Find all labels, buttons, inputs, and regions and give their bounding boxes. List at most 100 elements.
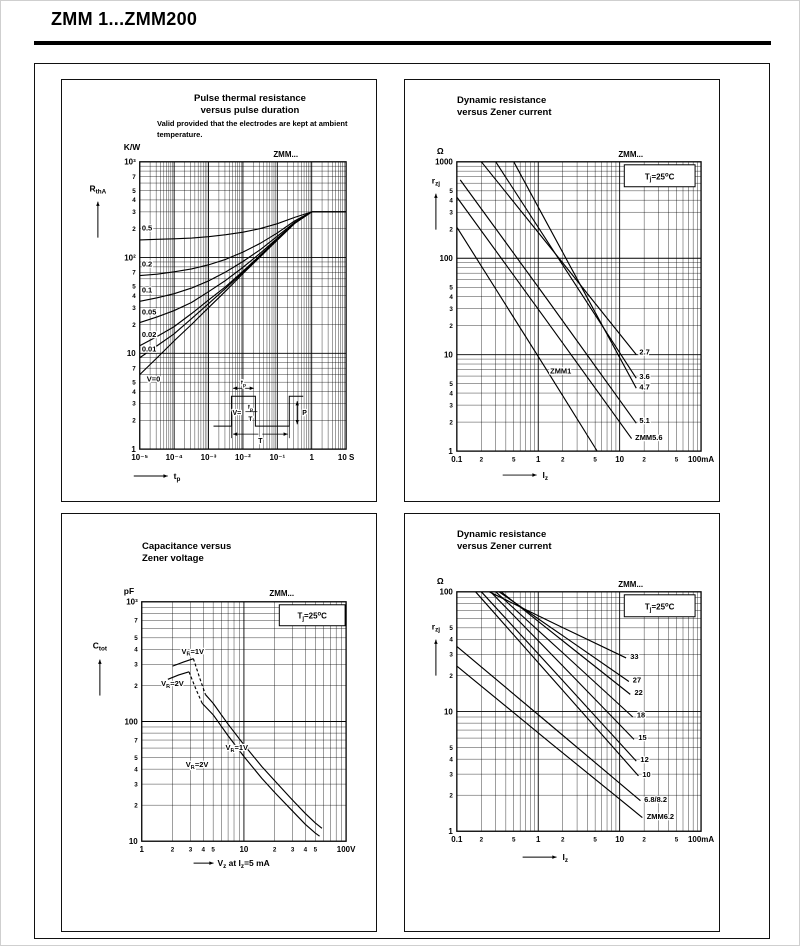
- svg-text:4: 4: [449, 390, 453, 397]
- svg-text:4: 4: [449, 756, 453, 763]
- svg-text:7: 7: [132, 365, 136, 372]
- svg-text:Ω: Ω: [437, 146, 444, 156]
- svg-text:T: T: [258, 438, 263, 445]
- svg-text:5: 5: [675, 837, 679, 844]
- svg-text:100: 100: [124, 717, 138, 726]
- svg-text:10: 10: [127, 349, 136, 358]
- svg-text:10⁻⁵: 10⁻⁵: [131, 453, 148, 462]
- svg-text:1: 1: [536, 455, 541, 464]
- svg-text:1: 1: [536, 835, 541, 844]
- svg-text:ZMM...: ZMM...: [269, 589, 294, 598]
- svg-text:5: 5: [675, 457, 679, 464]
- svg-text:10⁻⁴: 10⁻⁴: [166, 453, 183, 462]
- chart-subtitle: Valid provided that the electrodes are k…: [157, 119, 348, 139]
- svg-text:10 S: 10 S: [338, 453, 354, 462]
- panel-pulse-thermal-resistance: Pulse thermal resistance versus pulse du…: [61, 79, 377, 502]
- panel-dynamic-resistance-low-voltage: Dynamic resistance versus Zener current …: [404, 79, 720, 502]
- svg-text:10: 10: [642, 770, 650, 779]
- svg-text:2.7: 2.7: [639, 348, 649, 357]
- svg-text:ZMM...: ZMM...: [618, 580, 643, 589]
- svg-text:Tj=25oC: Tj=25oC: [297, 612, 327, 623]
- svg-text:10³: 10³: [126, 598, 138, 607]
- svg-text:33: 33: [630, 652, 638, 661]
- svg-text:rzj: rzj: [432, 622, 440, 634]
- svg-text:3: 3: [449, 652, 453, 659]
- svg-text:4.7: 4.7: [639, 383, 649, 392]
- svg-text:100: 100: [440, 254, 454, 263]
- svg-text:1000: 1000: [435, 158, 453, 167]
- svg-text:rzj: rzj: [432, 176, 440, 188]
- chart-title: Pulse thermal resistance versus pulse du…: [170, 93, 330, 118]
- svg-text:ZMM1: ZMM1: [550, 366, 571, 375]
- svg-text:12: 12: [640, 755, 648, 764]
- chart-title: Dynamic resistance versus Zener current: [457, 95, 552, 120]
- svg-text:5: 5: [314, 847, 318, 854]
- svg-text:Vz at Iz=5 mA: Vz at Iz=5 mA: [218, 858, 270, 870]
- svg-text:2: 2: [132, 226, 136, 233]
- svg-text:0.02: 0.02: [142, 330, 157, 339]
- chart-title: Capacitance versus Zener voltage: [142, 541, 231, 566]
- svg-text:7: 7: [132, 270, 136, 277]
- svg-text:27: 27: [633, 675, 641, 684]
- svg-text:1: 1: [131, 445, 136, 454]
- svg-text:5: 5: [593, 837, 597, 844]
- svg-text:V=0: V=0: [147, 374, 160, 383]
- svg-text:2: 2: [449, 419, 453, 426]
- svg-text:15: 15: [638, 733, 646, 742]
- svg-text:Tj=25oC: Tj=25oC: [645, 172, 675, 183]
- svg-text:4: 4: [132, 197, 136, 204]
- svg-text:10⁻²: 10⁻²: [235, 453, 251, 462]
- svg-text:2: 2: [171, 847, 175, 854]
- svg-text:5: 5: [449, 188, 453, 195]
- svg-text:4: 4: [132, 389, 136, 396]
- svg-text:tp: tp: [248, 404, 253, 413]
- svg-text:Iz: Iz: [562, 852, 568, 864]
- svg-text:P: P: [302, 410, 307, 417]
- svg-text:2: 2: [449, 323, 453, 330]
- svg-text:5: 5: [593, 457, 597, 464]
- svg-text:5: 5: [512, 837, 516, 844]
- svg-text:pF: pF: [124, 586, 134, 596]
- svg-text:7: 7: [134, 618, 138, 625]
- svg-text:4: 4: [449, 294, 453, 301]
- svg-text:10: 10: [615, 835, 624, 844]
- svg-text:Ctot: Ctot: [93, 641, 108, 653]
- svg-text:K/W: K/W: [124, 142, 140, 152]
- chart-title-line: versus pulse duration: [200, 105, 300, 117]
- svg-text:22: 22: [634, 688, 642, 697]
- svg-text:100: 100: [440, 588, 454, 597]
- svg-text:100mA: 100mA: [688, 835, 714, 844]
- svg-text:10: 10: [239, 845, 248, 854]
- svg-text:18: 18: [637, 711, 645, 720]
- svg-text:Ω: Ω: [437, 576, 444, 586]
- svg-text:10: 10: [444, 707, 453, 716]
- chart-title: Dynamic resistance versus Zener current: [457, 529, 552, 554]
- svg-text:2: 2: [134, 683, 138, 690]
- chart-title-line: Capacitance versus: [142, 541, 232, 552]
- svg-text:5: 5: [132, 284, 136, 291]
- svg-text:2: 2: [642, 837, 646, 844]
- svg-text:3: 3: [132, 305, 136, 312]
- svg-text:6.8/8.2: 6.8/8.2: [644, 795, 667, 804]
- svg-text:VR=2V: VR=2V: [161, 679, 184, 690]
- svg-text:10³: 10³: [124, 158, 136, 167]
- svg-text:4: 4: [304, 847, 308, 854]
- doc-title: ZMM 1...ZMM200: [51, 9, 198, 29]
- panel-dynamic-resistance-high-voltage: Dynamic resistance versus Zener current …: [404, 513, 720, 932]
- svg-text:3: 3: [449, 402, 453, 409]
- svg-text:5: 5: [134, 635, 138, 642]
- svg-text:3.6: 3.6: [639, 372, 649, 381]
- svg-text:5: 5: [512, 457, 516, 464]
- svg-text:5: 5: [449, 381, 453, 388]
- pulse-thermal-resistance-chart: 10⁻⁵ 10⁻⁴ 10⁻³ 10⁻² 10⁻¹ 1 10 S 10³ 10² 10 1 7 7 7 5 5 5…: [90, 142, 355, 483]
- svg-text:4: 4: [132, 293, 136, 300]
- svg-text:4: 4: [202, 847, 206, 854]
- chart-title-line: Dynamic resistance: [457, 95, 547, 106]
- svg-text:3: 3: [189, 847, 193, 854]
- svg-text:2: 2: [480, 837, 484, 844]
- svg-text:3: 3: [449, 771, 453, 778]
- svg-text:1: 1: [140, 845, 145, 854]
- svg-text:0.1: 0.1: [142, 286, 152, 295]
